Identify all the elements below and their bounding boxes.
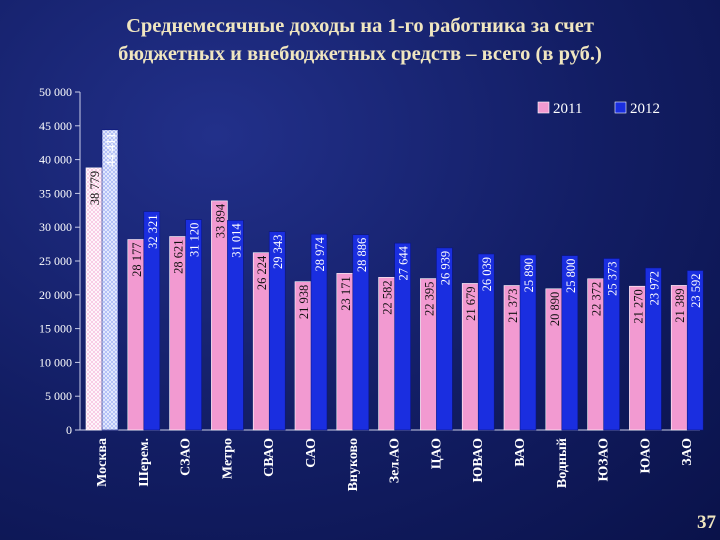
bar-2012-2: [143, 211, 161, 431]
bar-2011-1: [85, 167, 103, 431]
bar-2012-13: [603, 258, 620, 431]
y-tick-label: 10 000: [39, 355, 72, 369]
legend-swatch-2011: [537, 101, 550, 114]
y-tick-label: 45 000: [39, 119, 72, 133]
value-label-2011: 22 372: [590, 282, 604, 316]
category-label: Метро: [220, 438, 235, 479]
bar-2012-11: [519, 254, 537, 431]
y-tick-label: 5 000: [45, 389, 72, 403]
title-line-2: бюджетных и внебюджетных средств – всего…: [118, 43, 602, 65]
value-label-2011: 21 679: [464, 286, 478, 320]
value-label-2011: 21 373: [506, 289, 520, 323]
value-label-2011: 38 779: [88, 171, 102, 205]
category-label: СВАО: [262, 438, 277, 477]
bar-2012-8: [394, 242, 411, 431]
bar-2012-3: [185, 219, 202, 431]
bars: [85, 129, 704, 431]
value-label-2012: 44 411: [104, 133, 118, 167]
value-label-2011: 20 890: [548, 292, 562, 326]
value-label-2012: 26 939: [438, 251, 452, 285]
value-label-2011: 22 582: [381, 280, 395, 314]
bar-2012-14: [645, 267, 662, 431]
value-label-2012: 23 972: [647, 271, 661, 305]
category-label: ЦАО: [429, 438, 444, 469]
y-tick-label: 40 000: [39, 153, 72, 167]
y-tick-label: 0: [66, 423, 72, 437]
value-label-2012: 31 120: [188, 223, 202, 257]
bar-2012-4: [227, 220, 244, 431]
value-label-2011: 28 177: [130, 243, 144, 277]
category-label: ЮЗАО: [597, 438, 612, 482]
bar-2012-7: [352, 234, 370, 431]
bar-2012-5: [268, 231, 286, 431]
category-label: Зел.АО: [388, 438, 403, 483]
category-label: Шерем.: [137, 438, 152, 487]
value-label-2011: 21 270: [631, 289, 645, 323]
value-label-2012: 26 039: [480, 257, 494, 291]
value-label-2011: 26 224: [255, 255, 269, 290]
category-label: САО: [304, 438, 319, 468]
category-label: Внуково: [346, 438, 361, 491]
category-label: СЗАО: [179, 438, 194, 476]
value-label-2011: 23 171: [339, 276, 353, 310]
value-label-2011: 28 621: [172, 240, 186, 274]
y-tick-label: 35 000: [39, 186, 72, 200]
category-label: ЗАО: [680, 438, 695, 466]
bar-2012-15: [686, 270, 704, 431]
value-label-2012: 32 321: [146, 215, 160, 249]
y-tick-label: 20 000: [39, 288, 72, 302]
value-label-2012: 23 592: [689, 274, 703, 308]
value-label-2012: 27 644: [397, 245, 411, 280]
value-label-2012: 31 014: [229, 223, 243, 258]
value-label-2012: 25 890: [522, 258, 536, 292]
bar-2012-12: [561, 255, 579, 431]
category-label: Водный: [555, 438, 570, 488]
value-label-2012: 25 800: [564, 259, 578, 293]
category-label: ЮАО: [638, 438, 653, 474]
category-label: Москва: [95, 438, 110, 487]
legend-swatch-2012: [614, 101, 627, 114]
legend-label-2012: 2012: [630, 101, 660, 117]
category-label: ВАО: [513, 438, 528, 467]
value-label-2011: 21 389: [673, 288, 687, 322]
value-label-2011: 21 938: [297, 285, 311, 319]
category-label: ЮВАО: [471, 438, 486, 483]
title-line-1: Среднемесячные доходы на 1-го работника …: [126, 15, 594, 37]
y-tick-label: 25 000: [39, 254, 72, 268]
bar-2012-1: [101, 129, 119, 431]
bar-2012-6: [310, 233, 328, 431]
value-label-2012: 28 974: [313, 236, 327, 271]
bar-2012-9: [436, 247, 453, 431]
value-label-2012: 29 343: [271, 235, 285, 269]
slide-title: Среднемесячные доходы на 1-го работника …: [0, 12, 720, 68]
y-tick-label: 30 000: [39, 220, 72, 234]
legend: 2011 2012: [537, 101, 660, 117]
legend-label-2011: 2011: [553, 101, 582, 117]
value-label-2011: 22 395: [422, 282, 436, 316]
value-label-2011: 33 894: [213, 203, 227, 238]
x-axis-labels: Москва Шерем. СЗАО Метро СВАО САО Внуково Зел.А…: [95, 438, 695, 492]
y-tick-label: 50 000: [39, 85, 72, 99]
value-label-2012: 28 886: [355, 238, 369, 272]
page-number: 37: [697, 512, 716, 533]
value-label-2012: 25 373: [606, 261, 620, 295]
y-tick-label: 15 000: [39, 322, 72, 336]
bar-2012-10: [477, 253, 495, 431]
